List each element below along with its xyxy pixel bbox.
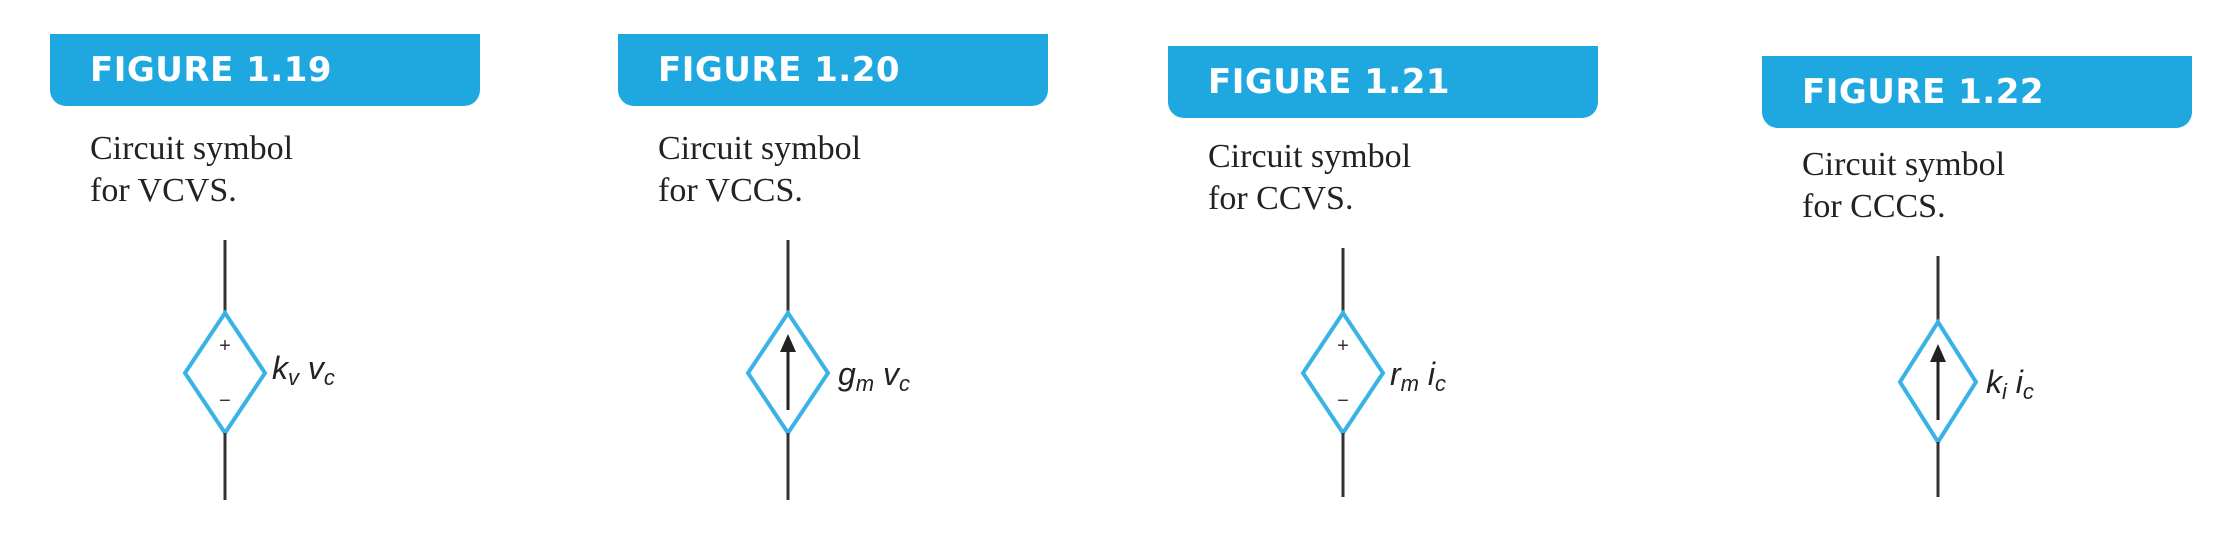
dependent-voltage-source-icon: + − [182,240,268,500]
svg-text:−: − [219,390,231,412]
svg-text:−: − [1337,390,1349,412]
dependent-current-source-icon [745,240,831,500]
caption-line: Circuit symbol [1802,146,2006,183]
caption-line: Circuit symbol [658,130,862,167]
figure-caption: Circuit symbol for VCVS. [90,128,510,212]
figure-caption: Circuit symbol for CCVS. [1208,136,1628,220]
svg-text:+: + [1337,335,1349,357]
source-gain-label: ki ic [1986,364,2034,404]
source-gain-label: kv vc [272,350,335,390]
dependent-current-source-icon [1897,256,1979,497]
caption-line: Circuit symbol [1208,138,1412,175]
caption-line: for VCVS. [90,172,237,209]
figure-tab: FIGURE 1.19 [50,34,480,106]
vcvs-symbol: + − kv vc [50,240,530,540]
caption-line: for VCCS. [658,172,803,209]
vccs-symbol: gm vc [618,240,1098,540]
figure-caption: Circuit symbol for CCCS. [1802,144,2220,228]
figure-caption: Circuit symbol for VCCS. [658,128,1078,212]
source-gain-label: rm ic [1390,356,1446,396]
source-gain-label: gm vc [838,356,911,396]
caption-line: Circuit symbol [90,130,294,167]
figure-panel-1-19: FIGURE 1.19 Circuit symbol for VCVS. + −… [50,0,530,500]
figure-tab: FIGURE 1.22 [1762,56,2192,128]
caption-line: for CCVS. [1208,180,1354,217]
figure-panel-1-21: FIGURE 1.21 Circuit symbol for CCVS. + −… [1168,0,1648,497]
dependent-voltage-source-icon: + − [1300,248,1386,497]
cccs-symbol: ki ic [1762,256,2220,556]
figure-panel-1-22: FIGURE 1.22 Circuit symbol for CCCS. ki … [1762,0,2220,497]
figure-tab: FIGURE 1.21 [1168,46,1598,118]
ccvs-symbol: + − rm ic [1168,248,1648,548]
svg-text:+: + [219,335,231,357]
caption-line: for CCCS. [1802,188,1946,225]
figure-tab: FIGURE 1.20 [618,34,1048,106]
figure-panel-1-20: FIGURE 1.20 Circuit symbol for VCCS. gm … [618,0,1098,500]
